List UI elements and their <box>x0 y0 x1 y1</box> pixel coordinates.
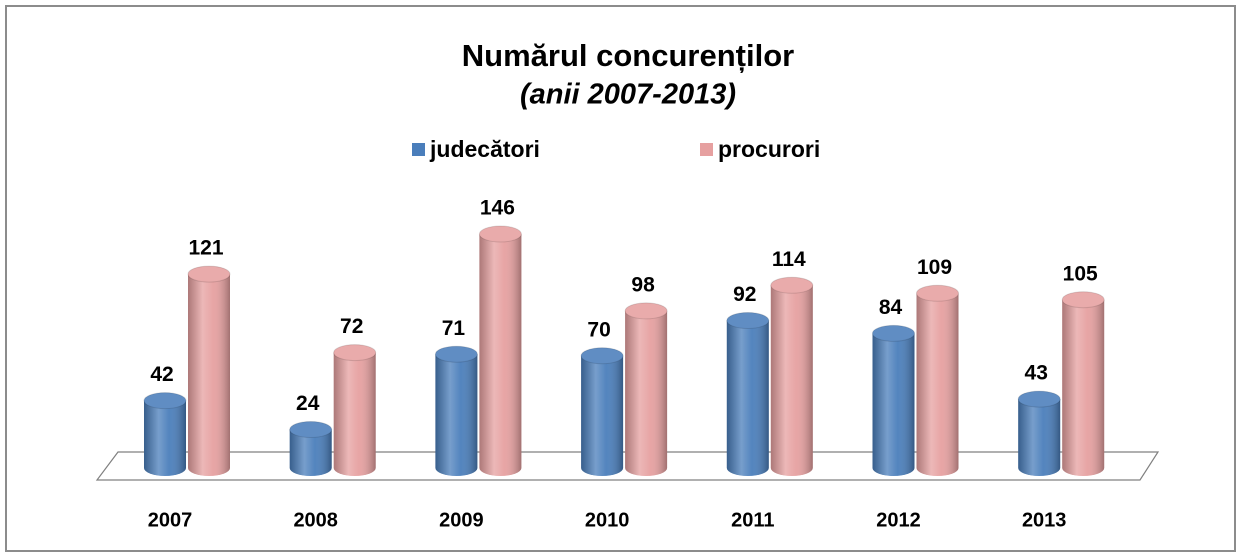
cylinder <box>187 265 231 476</box>
bar-top-shade <box>1017 390 1061 408</box>
cylinder <box>434 345 478 476</box>
value-label: 71 <box>442 317 466 340</box>
legend-swatch <box>700 143 713 156</box>
bar-top-shade <box>770 276 814 294</box>
x-tick-label: 2013 <box>1022 509 1067 531</box>
cylinder <box>726 312 770 476</box>
x-tick-label: 2008 <box>293 509 338 531</box>
value-label: 92 <box>733 283 756 306</box>
bar-top-shade <box>726 312 770 330</box>
cylinder <box>580 347 624 476</box>
cylinder <box>478 225 522 476</box>
bar-top-shade <box>187 265 231 283</box>
bar-shade <box>1062 299 1105 476</box>
cylinder <box>1061 291 1105 476</box>
chart-subtitle: (anii 2007-2013) <box>520 79 736 111</box>
legend-label: judecători <box>429 136 540 162</box>
x-tick-label: 2012 <box>876 509 921 531</box>
bar-shade <box>916 293 959 476</box>
bar-top <box>726 312 769 329</box>
bar-top-shade <box>872 324 915 342</box>
bar-top <box>1062 291 1105 308</box>
bar-shade <box>770 285 813 476</box>
bar-top <box>916 285 959 302</box>
cylinder <box>143 392 187 476</box>
value-label: 98 <box>631 273 655 296</box>
bar-shade <box>289 429 332 476</box>
bar-top <box>625 302 668 319</box>
bar-top <box>581 347 624 364</box>
value-label: 121 <box>188 237 223 260</box>
cylinder <box>872 324 915 476</box>
bar-top <box>188 266 230 283</box>
bar-shade <box>726 320 769 476</box>
bar-top-shade <box>916 284 959 302</box>
bar-top <box>872 325 915 342</box>
cylinder <box>624 302 668 476</box>
value-label: 43 <box>1025 362 1048 385</box>
bar-top <box>770 277 813 294</box>
legend-label: procurori <box>718 136 820 162</box>
cylinder <box>289 421 333 476</box>
bar-shade <box>581 355 624 476</box>
x-tick-label: 2009 <box>439 509 484 531</box>
bar-shade <box>625 310 668 476</box>
bar-top <box>435 346 478 363</box>
value-label: 114 <box>772 248 806 271</box>
legend-swatch <box>412 143 425 156</box>
x-tick-label: 2011 <box>731 509 774 531</box>
cylinder <box>333 344 377 476</box>
bar-top-shade <box>624 302 668 320</box>
bar-top <box>333 344 376 361</box>
value-label: 42 <box>150 363 173 386</box>
bar-shade <box>435 354 478 476</box>
bar-top-shade <box>1061 291 1105 309</box>
cylinder <box>1017 390 1061 476</box>
bar-top <box>479 226 522 242</box>
bar-top <box>144 392 186 409</box>
value-label: 109 <box>917 256 952 279</box>
bar-top-shade <box>580 347 624 365</box>
bar-top-shade <box>478 225 522 243</box>
cylinder <box>916 284 959 476</box>
value-label: 105 <box>1063 262 1098 285</box>
bar-top-shade <box>333 344 377 362</box>
bar-top-shade <box>143 392 187 410</box>
cylinder <box>770 276 814 476</box>
bar-top-shade <box>289 421 333 439</box>
bar-top-shade <box>434 345 478 363</box>
value-label: 72 <box>340 315 363 338</box>
value-label: 84 <box>879 296 903 319</box>
value-label: 70 <box>587 318 610 341</box>
bar-shade <box>333 352 376 476</box>
value-label: 146 <box>480 197 515 220</box>
bar-shade <box>1018 399 1061 476</box>
bar-shade <box>188 274 230 476</box>
bar-shade <box>144 400 186 476</box>
chart-title: Numărul concurenților <box>462 38 794 73</box>
x-tick-label: 2010 <box>585 509 630 531</box>
bar-shade <box>872 333 915 476</box>
x-tick-label: 2007 <box>148 509 193 531</box>
bar-shade <box>479 234 522 476</box>
value-label: 24 <box>296 392 320 415</box>
bar-top <box>1018 391 1061 408</box>
bar-top <box>289 421 332 438</box>
